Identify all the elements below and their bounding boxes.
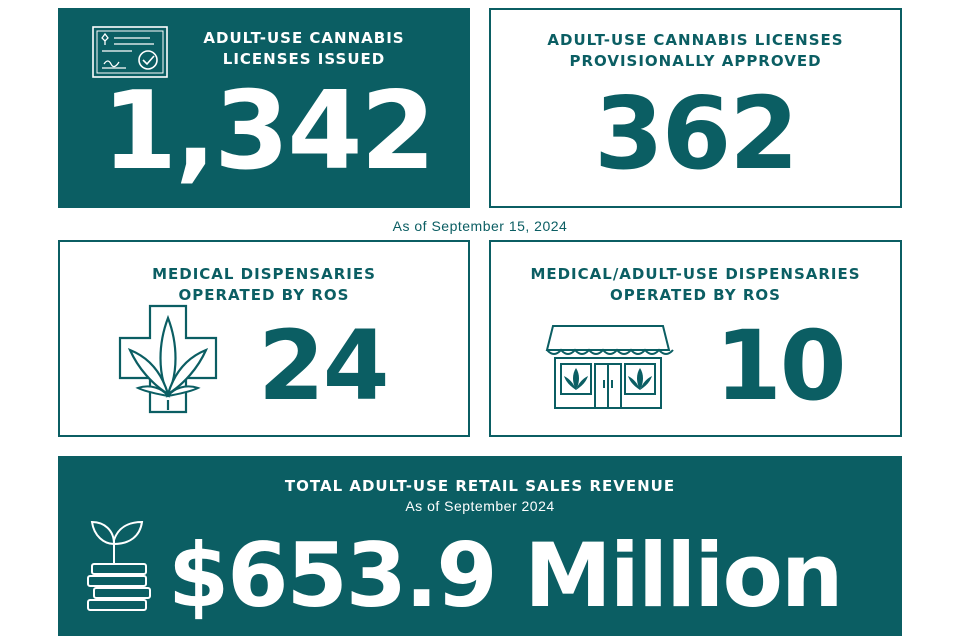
licenses-issued-card: ADULT-USE CANNABIS LICENSES ISSUED 1,342 <box>58 8 470 208</box>
medical-dispensaries-value: 24 <box>258 310 390 422</box>
revenue-value: $653.9 Million <box>168 524 844 627</box>
provisionally-approved-value: 362 <box>594 75 799 192</box>
coins-sprout-icon <box>87 520 151 611</box>
revenue-card: TOTAL ADULT-USE RETAIL SALES REVENUE As … <box>58 456 902 636</box>
provisionally-approved-title: ADULT-USE CANNABIS LICENSES PROVISIONALL… <box>547 31 844 70</box>
medical-adult-dispensaries-title: MEDICAL/ADULT-USE DISPENSARIES OPERATED … <box>530 265 861 304</box>
medical-dispensaries-card: MEDICAL DISPENSARIES OPERATED BY ROS 24 <box>58 240 470 437</box>
licenses-issued-title: ADULT-USE CANNABIS LICENSES ISSUED <box>203 29 405 68</box>
as-of-date: As of September 15, 2024 <box>392 218 568 234</box>
revenue-title: TOTAL ADULT-USE RETAIL SALES REVENUE <box>284 477 676 495</box>
licenses-issued-value: 1,342 <box>102 69 436 194</box>
certificate-icon <box>92 26 168 78</box>
medical-adult-dispensaries-card: MEDICAL/ADULT-USE DISPENSARIES OPERATED … <box>489 240 902 437</box>
medical-adult-dispensaries-value: 10 <box>715 310 847 422</box>
revenue-subtitle: As of September 2024 <box>405 498 555 514</box>
medical-dispensaries-title: MEDICAL DISPENSARIES OPERATED BY ROS <box>152 265 376 304</box>
storefront-icon <box>545 325 674 409</box>
cannabis-leaf-cross-icon <box>118 304 218 414</box>
provisionally-approved-card: ADULT-USE CANNABIS LICENSES PROVISIONALL… <box>489 8 902 208</box>
